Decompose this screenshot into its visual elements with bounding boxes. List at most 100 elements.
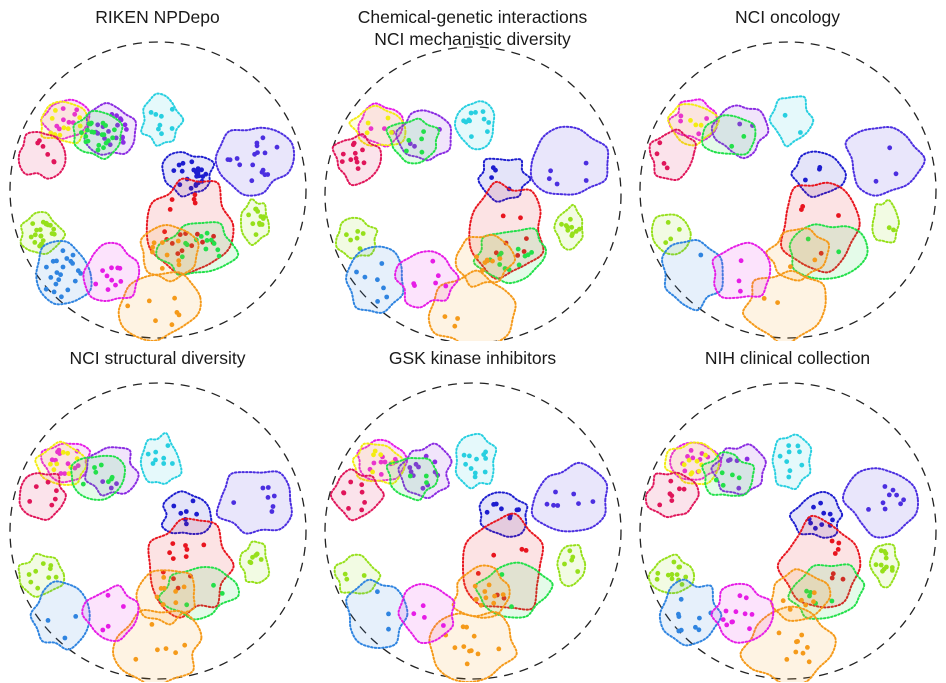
data-point <box>158 586 164 591</box>
data-point <box>30 221 36 227</box>
data-point <box>384 294 390 300</box>
cluster-region-yellow <box>351 442 406 485</box>
data-point <box>357 246 363 252</box>
data-point <box>231 500 237 505</box>
data-point <box>654 151 660 157</box>
data-point <box>75 463 81 469</box>
data-point <box>109 265 114 271</box>
data-point <box>688 448 694 453</box>
data-point <box>475 651 481 657</box>
data-point <box>37 227 43 233</box>
data-point <box>204 230 210 236</box>
data-point <box>175 251 181 256</box>
data-point <box>28 579 34 585</box>
data-point <box>167 207 173 212</box>
data-point <box>551 502 556 508</box>
data-point <box>250 554 255 560</box>
cluster-region-purple-right <box>841 467 920 539</box>
data-point <box>379 261 385 266</box>
data-point <box>474 596 479 602</box>
data-point <box>344 576 350 582</box>
cluster-region-purple-top <box>710 104 770 160</box>
data-point <box>56 277 62 283</box>
data-point <box>51 467 57 473</box>
data-point <box>817 166 822 172</box>
data-point <box>811 599 816 605</box>
data-point <box>808 590 813 595</box>
data-point <box>730 472 735 478</box>
data-point <box>359 489 365 495</box>
data-point <box>460 624 466 630</box>
data-point <box>483 595 489 601</box>
data-point <box>161 455 167 461</box>
data-point <box>368 126 374 131</box>
data-point <box>486 582 492 588</box>
cluster-region-sky <box>35 239 93 306</box>
data-point <box>472 474 478 480</box>
data-point <box>468 110 474 116</box>
panel-title: NCI structural diversity <box>69 348 246 368</box>
data-point <box>270 504 276 509</box>
data-point <box>215 247 221 253</box>
data-point <box>60 264 66 270</box>
data-point <box>571 491 577 497</box>
data-point <box>65 126 71 132</box>
cluster-region-cyan <box>768 95 815 148</box>
data-point <box>669 493 675 499</box>
data-point <box>500 592 506 597</box>
cluster-region-sky <box>661 239 724 312</box>
data-point <box>50 258 56 264</box>
data-point <box>690 455 696 461</box>
data-point <box>346 506 351 511</box>
data-point <box>48 275 54 280</box>
data-point <box>175 238 181 244</box>
data-point <box>108 485 114 491</box>
data-point <box>95 122 101 128</box>
data-point <box>901 497 906 503</box>
data-point <box>189 243 195 249</box>
data-point <box>575 569 581 574</box>
data-point <box>882 484 888 489</box>
data-point <box>467 118 472 124</box>
data-point <box>681 462 687 468</box>
data-point <box>880 500 886 506</box>
data-point <box>95 147 101 153</box>
data-point <box>170 556 176 561</box>
data-point <box>246 212 252 218</box>
data-point <box>780 598 786 604</box>
data-point <box>484 509 490 515</box>
data-point <box>818 500 823 506</box>
data-point <box>170 541 176 546</box>
data-point <box>153 457 158 463</box>
data-point <box>518 215 523 221</box>
data-point <box>784 459 790 464</box>
data-point <box>441 623 446 628</box>
cluster-region-sky <box>345 578 409 650</box>
data-point <box>83 134 89 139</box>
data-point <box>375 299 380 304</box>
data-point <box>47 566 53 572</box>
data-point <box>32 232 38 238</box>
data-point <box>671 559 677 565</box>
data-point <box>173 650 179 656</box>
data-point <box>786 474 792 480</box>
data-point <box>105 138 111 144</box>
data-point <box>62 471 68 476</box>
data-point <box>497 256 503 261</box>
cluster-region-orange-center <box>765 227 831 282</box>
data-point <box>577 226 582 232</box>
data-point <box>678 118 683 124</box>
data-point <box>489 175 494 181</box>
data-point <box>886 225 892 231</box>
data-point <box>485 129 490 135</box>
outer-boundary <box>639 41 937 339</box>
data-point <box>882 506 888 512</box>
data-point <box>60 450 66 455</box>
chart-panel: GSK kinase inhibitors <box>315 341 630 682</box>
data-point <box>156 126 161 132</box>
cluster-map <box>324 46 622 341</box>
data-point <box>64 256 70 261</box>
data-point <box>77 115 83 120</box>
data-point <box>830 571 836 577</box>
data-point <box>515 246 521 252</box>
